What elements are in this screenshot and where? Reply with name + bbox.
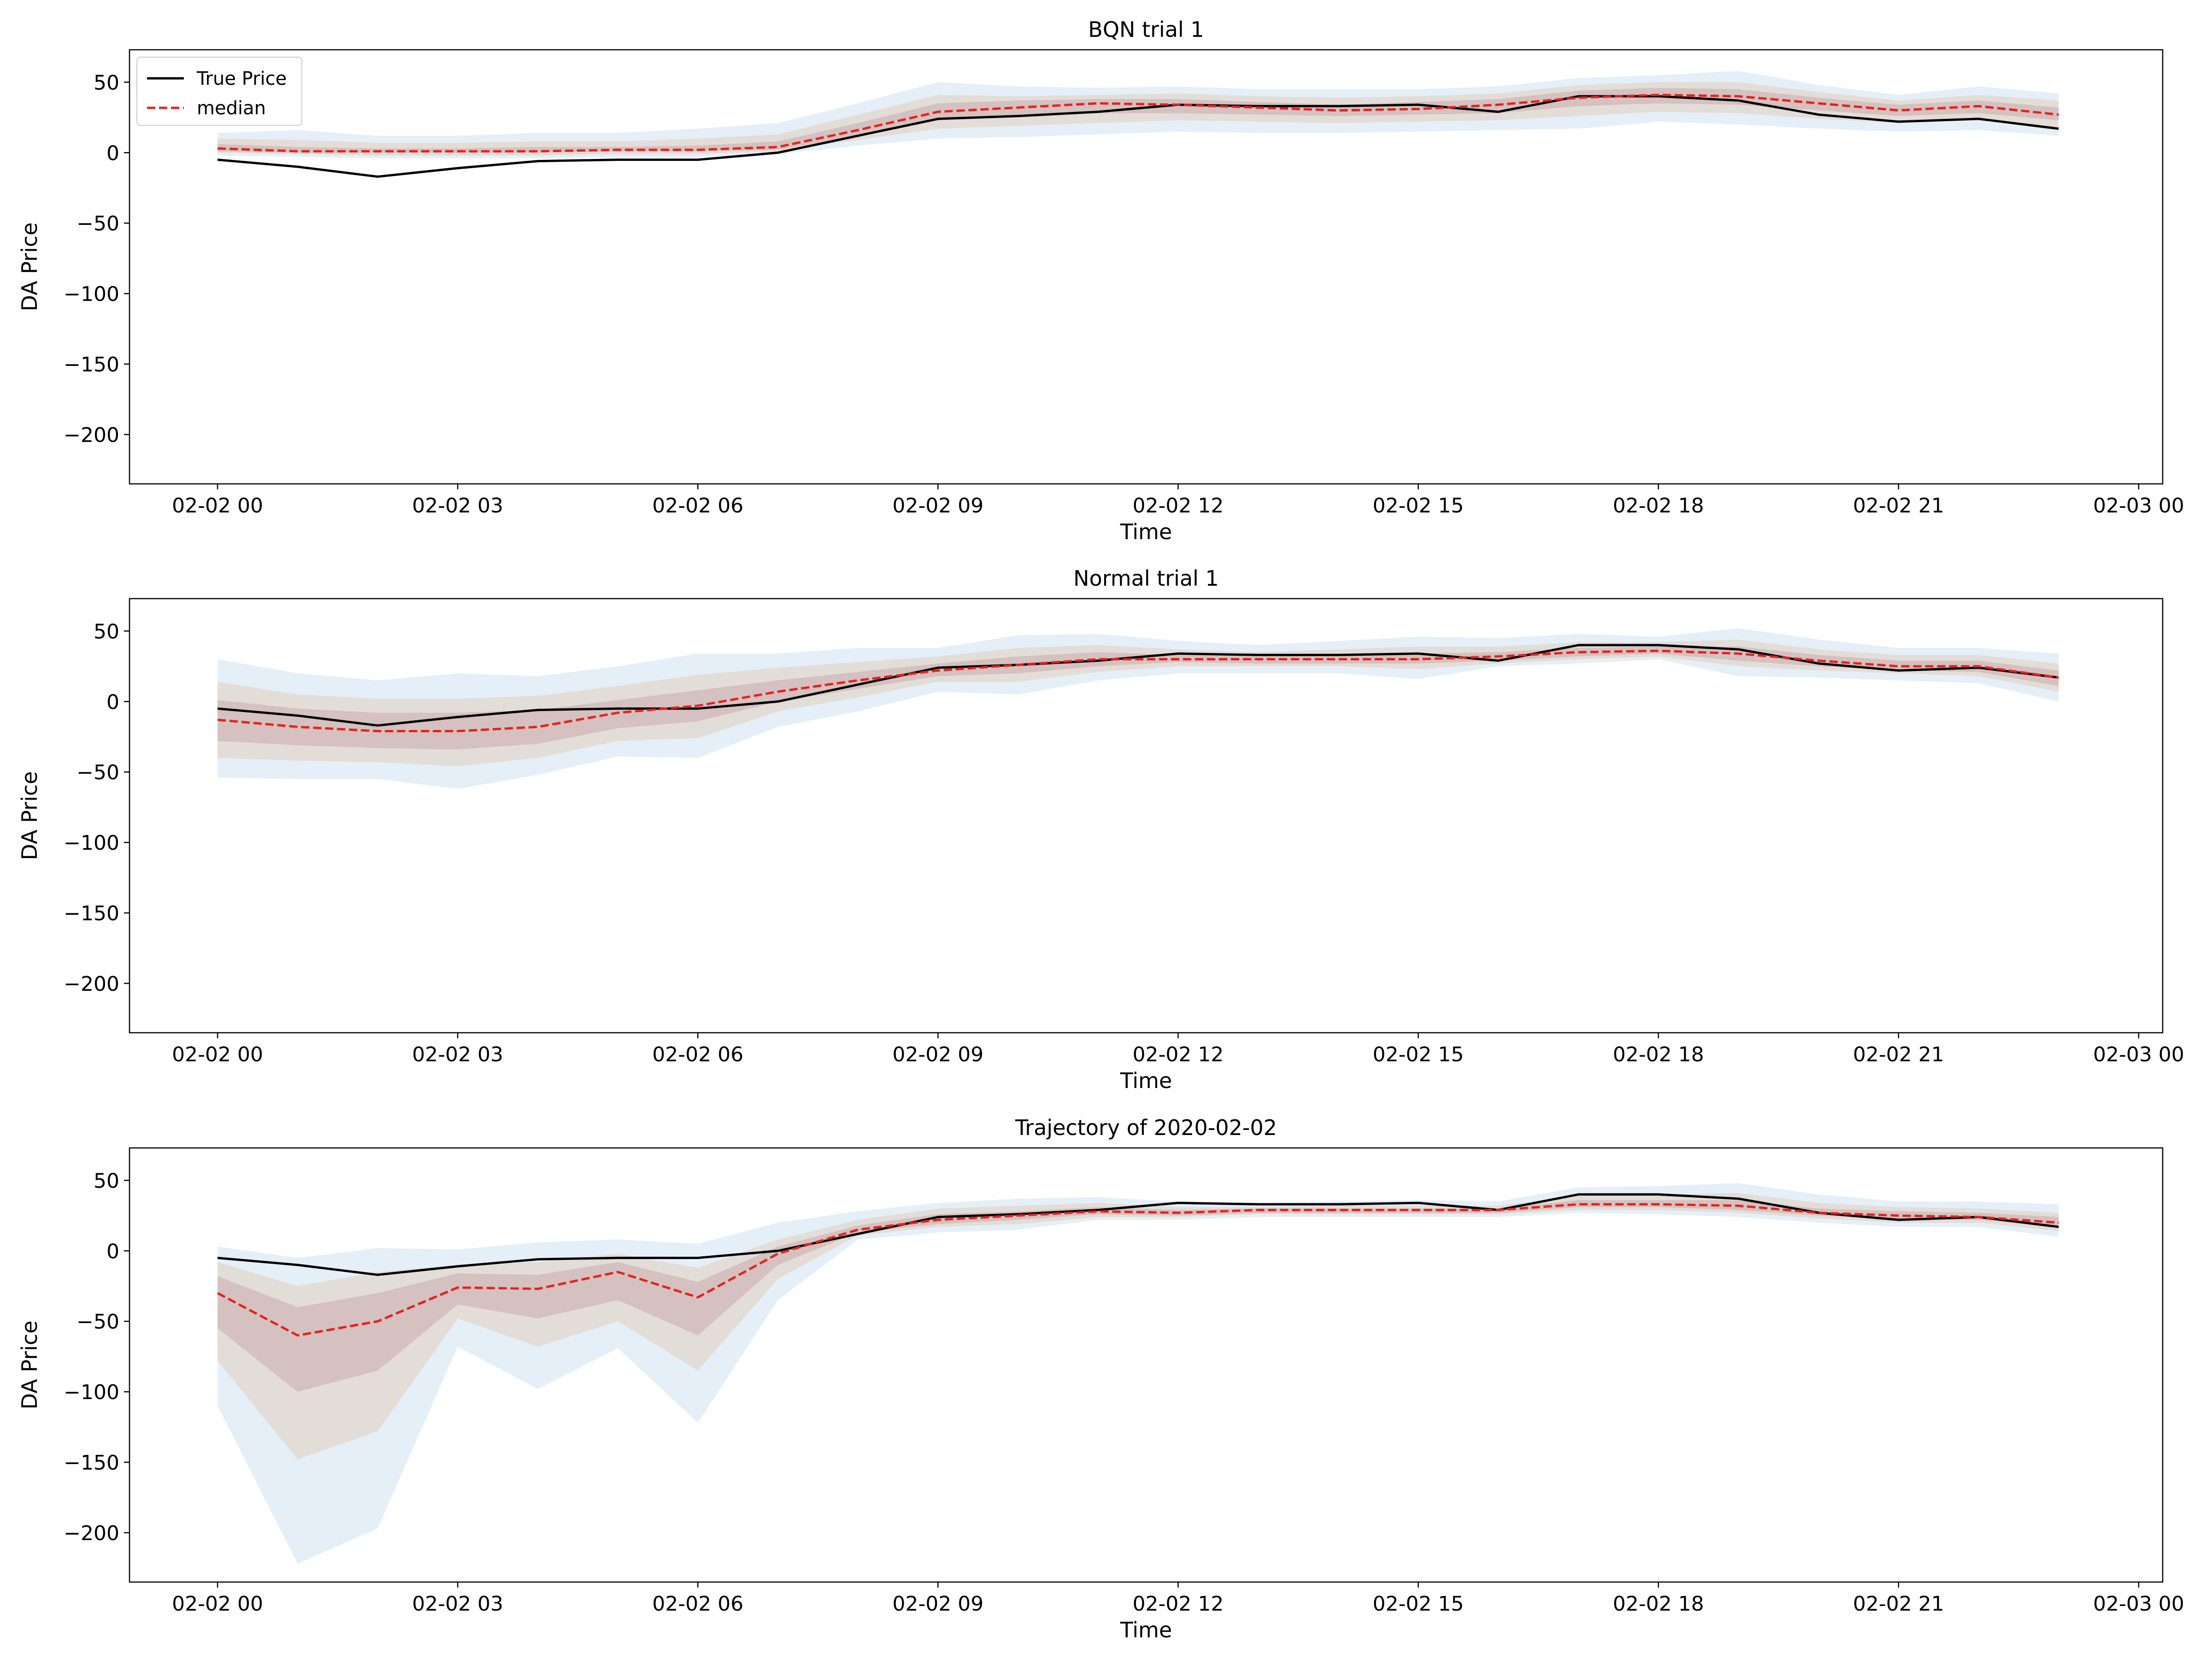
x-tick-label: 02-02 09	[892, 1043, 983, 1066]
y-tick-label: −150	[64, 353, 119, 377]
y-tick-label: 0	[106, 141, 119, 165]
y-tick-label: −50	[76, 1310, 119, 1334]
x-tick-label: 02-02 21	[1853, 1592, 1944, 1616]
y-tick-label: 0	[106, 1240, 119, 1263]
quantile-band-inner	[218, 647, 2059, 750]
x-tick-label: 02-03 00	[2093, 1043, 2184, 1066]
y-tick-label: −150	[64, 1451, 119, 1475]
plot-area	[217, 1183, 2059, 1564]
y-tick-label: −200	[64, 1522, 119, 1545]
x-tick-label: 02-02 15	[1373, 494, 1464, 518]
y-tick-label: −100	[64, 1381, 119, 1404]
y-tick-label: 0	[106, 690, 119, 714]
chart-title: BQN trial 1	[1088, 17, 1204, 42]
chart-panel: BQN trial 1 50 0 −50 −100 −150 −200 02-02 00 02-…	[17, 17, 2184, 544]
y-tick-label: 50	[94, 71, 119, 94]
x-tick-label: 02-02 18	[1613, 494, 1704, 518]
quantile-band-mid	[218, 639, 2059, 766]
legend-median-label: median	[197, 98, 266, 119]
median-line	[217, 1203, 2059, 1337]
true-price-line	[217, 644, 2059, 727]
x-tick-label: 02-02 00	[172, 1043, 263, 1066]
quantile-band-inner	[218, 1200, 2059, 1392]
chart-panel: Normal trial 1 50 0 −50 −100 −150 −200 02-02 00…	[17, 566, 2184, 1093]
y-axis-label: DA Price	[17, 223, 42, 312]
x-tick-label: 02-03 00	[2093, 1592, 2184, 1616]
y-tick-label: −100	[64, 282, 119, 306]
median-line	[218, 94, 2059, 153]
y-tick-label: −100	[64, 831, 119, 855]
x-tick-label: 02-02 18	[1613, 1043, 1704, 1066]
x-tick-label: 02-03 00	[2093, 494, 2184, 518]
median-line	[217, 649, 2059, 732]
x-tick-label: 02-02 09	[892, 494, 983, 518]
x-tick-label: 02-02 12	[1133, 1043, 1224, 1066]
axes-frame	[129, 1147, 2164, 1583]
y-axis-label: DA Price	[17, 1321, 42, 1410]
x-tick-label: 02-02 06	[652, 1592, 743, 1616]
x-tick-label: 02-02 03	[412, 1592, 503, 1616]
plot-area	[217, 71, 2059, 178]
x-tick-label: 02-02 12	[1133, 1592, 1224, 1616]
x-tick-label: 02-02 03	[412, 494, 503, 518]
y-tick-label: −200	[64, 972, 119, 996]
x-tick-label: 02-02 21	[1853, 1043, 1944, 1066]
y-tick-label: −150	[64, 902, 119, 925]
y-tick-label: −50	[76, 761, 119, 784]
x-tick-label: 02-02 06	[652, 1043, 743, 1066]
x-tick-label: 02-02 03	[412, 1043, 503, 1066]
chart-title: Normal trial 1	[1073, 566, 1219, 591]
axes-frame	[129, 49, 2164, 485]
y-tick-label: −200	[64, 424, 119, 447]
chart-panel: Trajectory of 2020-02-02 50 0 −50 −100 −150 −2…	[17, 1115, 2184, 1642]
x-axis-label: Time	[1120, 1068, 1172, 1093]
x-tick-label: 02-02 12	[1133, 494, 1224, 518]
y-tick-label: 50	[94, 620, 119, 643]
legend-true-price-label: True Price	[196, 68, 287, 89]
y-axis-label: DA Price	[17, 771, 42, 860]
legend: True Price median	[136, 57, 302, 126]
x-axis-label: Time	[1120, 1618, 1172, 1642]
x-tick-label: 02-02 15	[1373, 1043, 1464, 1066]
y-tick-label: 50	[94, 1169, 119, 1193]
y-tick-label: −50	[76, 212, 119, 235]
x-tick-label: 02-02 18	[1613, 1592, 1704, 1616]
true-price-line	[217, 1193, 2059, 1276]
quantile-band-inner	[218, 88, 2059, 153]
x-tick-label: 02-02 21	[1853, 494, 1944, 518]
x-tick-label: 02-02 09	[892, 1592, 983, 1616]
x-tick-label: 02-02 15	[1373, 1592, 1464, 1616]
chart-title: Trajectory of 2020-02-02	[1015, 1115, 1277, 1140]
axes-frame	[129, 598, 2164, 1034]
x-tick-label: 02-02 00	[172, 494, 263, 518]
quantile-band-mid	[218, 1193, 2059, 1459]
x-axis-label: Time	[1120, 519, 1172, 544]
x-tick-label: 02-02 06	[652, 494, 743, 518]
x-tick-label: 02-02 00	[172, 1592, 263, 1616]
true-price-line	[217, 95, 2059, 178]
plot-area	[217, 628, 2059, 789]
quantile-band-outer	[218, 628, 2059, 789]
